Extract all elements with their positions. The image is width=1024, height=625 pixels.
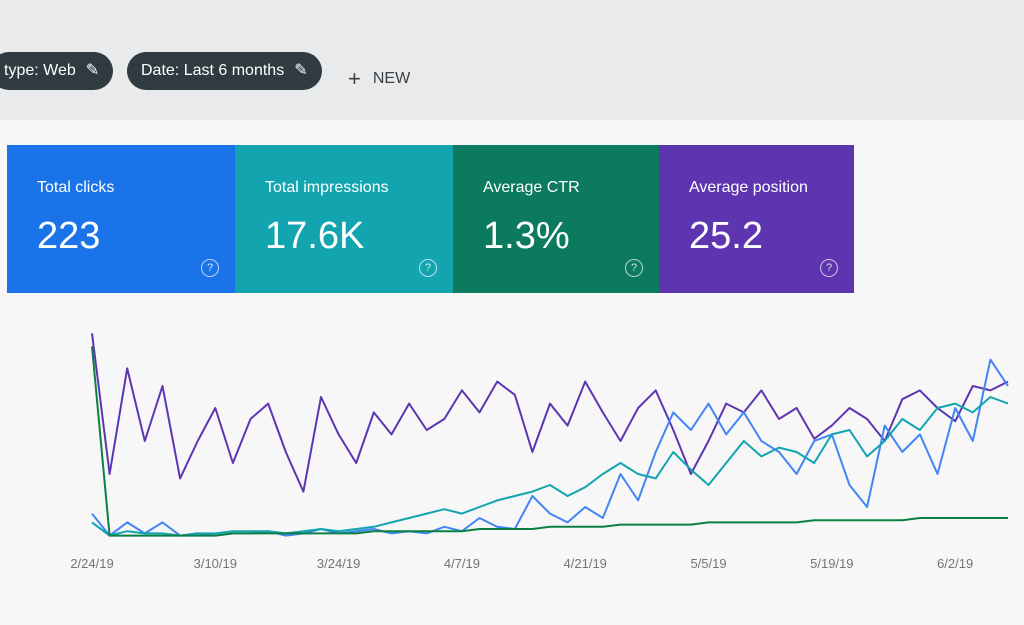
metric-card[interactable]: Total clicks 223 ? xyxy=(7,145,235,293)
chip-label: type: Web xyxy=(4,62,76,79)
metric-title: Total clicks xyxy=(37,179,115,196)
x-tick-label: 6/2/19 xyxy=(937,556,973,571)
line-series xyxy=(91,346,1008,537)
metric-title: Total impressions xyxy=(265,179,389,196)
filter-chip[interactable]: Date: Last 6 months ✎ xyxy=(127,52,322,90)
metric-card[interactable]: Average CTR 1.3% ? xyxy=(453,145,659,293)
line-series xyxy=(91,396,1009,537)
x-tick-label: 3/10/19 xyxy=(194,556,237,571)
metric-value: 1.3% xyxy=(483,215,570,257)
help-icon[interactable]: ? xyxy=(625,259,643,277)
metric-value: 17.6K xyxy=(265,215,365,257)
metric-value: 25.2 xyxy=(689,215,763,257)
metric-value: 223 xyxy=(37,215,101,257)
metric-card[interactable]: Total impressions 17.6K ? xyxy=(235,145,453,293)
metric-card[interactable]: Average position 25.2 ? xyxy=(659,145,854,293)
help-icon[interactable]: ? xyxy=(419,259,437,277)
help-icon[interactable]: ? xyxy=(201,259,219,277)
x-tick-label: 5/19/19 xyxy=(810,556,853,571)
x-tick-label: 4/7/19 xyxy=(444,556,480,571)
metric-title: Average CTR xyxy=(483,179,580,196)
help-icon[interactable]: ? xyxy=(820,259,838,277)
line-series xyxy=(91,333,1009,493)
chip-label: Date: Last 6 months xyxy=(141,62,285,79)
x-tick-label: 4/21/19 xyxy=(564,556,607,571)
line-series xyxy=(91,358,1009,537)
new-button[interactable]: + NEW xyxy=(348,66,411,91)
new-label: NEW xyxy=(372,70,411,87)
metric-title: Average position xyxy=(689,179,808,196)
filter-chip[interactable]: type: Web ✎ xyxy=(0,52,114,90)
x-tick-label: 2/24/19 xyxy=(70,556,113,571)
x-tick-label: 3/24/19 xyxy=(317,556,360,571)
performance-chart: 2/24/19 3/10/19 3/24/19 4/7/19 4/21/19 5/5/19… xyxy=(70,333,1009,571)
x-tick-label: 5/5/19 xyxy=(690,556,726,571)
